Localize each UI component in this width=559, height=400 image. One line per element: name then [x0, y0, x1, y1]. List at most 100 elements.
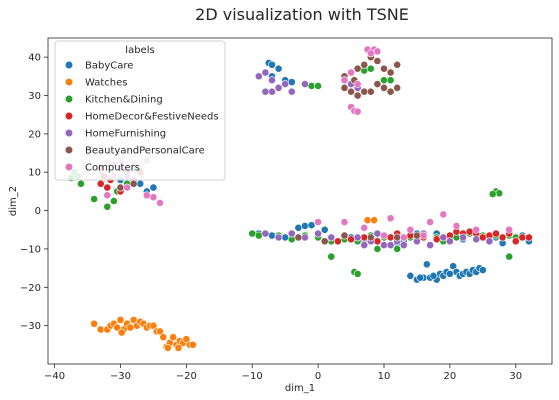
- data-point: [422, 260, 431, 269]
- data-point: [353, 91, 362, 100]
- data-point: [393, 233, 402, 242]
- x-tick-label: 20: [444, 371, 457, 382]
- series-beautyandpersonalcare: [116, 53, 421, 246]
- data-point: [261, 87, 270, 96]
- data-point: [268, 87, 276, 96]
- data-point: [307, 221, 316, 230]
- data-point: [96, 325, 105, 334]
- data-point: [254, 72, 263, 81]
- data-point: [505, 225, 514, 234]
- data-point: [525, 233, 533, 242]
- x-tick-label: −40: [44, 371, 65, 382]
- data-point: [360, 233, 369, 242]
- data-point: [413, 231, 421, 240]
- data-point: [320, 237, 329, 246]
- y-tick-label: 20: [28, 129, 41, 140]
- data-point: [373, 47, 382, 56]
- data-point: [380, 76, 388, 85]
- plot-frame: [47, 37, 553, 365]
- legend-label: Watches: [85, 78, 128, 89]
- legend-label: BeautyandPersonalCare: [85, 146, 205, 157]
- data-point: [478, 233, 487, 242]
- data-point: [386, 241, 395, 250]
- y-tick-label: 10: [28, 168, 41, 179]
- data-point: [366, 87, 375, 96]
- data-point: [136, 179, 145, 188]
- data-point: [386, 76, 395, 85]
- x-tick-label: 30: [509, 371, 522, 382]
- y-axis-label: dim_2: [8, 186, 19, 216]
- data-point: [498, 233, 507, 242]
- data-point: [314, 82, 323, 90]
- data-point: [439, 233, 448, 242]
- data-point: [116, 183, 125, 192]
- data-point: [399, 233, 408, 242]
- data-point: [426, 241, 435, 250]
- x-tick-label: −10: [242, 371, 263, 382]
- y-tick-label: −30: [20, 321, 41, 332]
- data-point: [472, 225, 481, 234]
- data-point: [386, 68, 395, 77]
- data-point: [488, 190, 497, 198]
- legend-title: labels: [125, 45, 154, 56]
- data-point: [495, 189, 504, 198]
- data-point: [360, 241, 369, 250]
- data-point: [353, 107, 362, 116]
- data-point: [123, 183, 131, 192]
- data-point: [406, 225, 415, 234]
- data-point: [366, 233, 375, 242]
- data-point: [426, 218, 435, 226]
- legend-box: [54, 40, 226, 181]
- data-point: [340, 83, 349, 92]
- data-point: [254, 231, 263, 240]
- x-tick-label: 0: [315, 371, 321, 382]
- data-point: [445, 269, 454, 278]
- data-point: [287, 78, 296, 87]
- data-point: [363, 216, 372, 225]
- data-point: [472, 235, 481, 244]
- legend: labels BabyCare Watches Kitchen&Dining HomeD…: [54, 40, 226, 181]
- data-point: [149, 321, 158, 330]
- data-point: [459, 233, 467, 242]
- data-point: [268, 76, 276, 85]
- y-tick-label: 40: [28, 53, 41, 64]
- data-point: [492, 229, 500, 238]
- data-point: [416, 273, 425, 282]
- data-point: [333, 237, 342, 246]
- data-point: [505, 252, 514, 261]
- legend-marker: [64, 162, 74, 172]
- data-point: [294, 233, 303, 242]
- data-point: [465, 227, 474, 236]
- data-point: [248, 229, 257, 238]
- data-point: [294, 223, 303, 232]
- x-tick-label: −20: [176, 371, 197, 382]
- data-point: [360, 223, 369, 232]
- data-point: [314, 229, 323, 238]
- data-point: [182, 335, 191, 343]
- data-point: [268, 60, 276, 69]
- data-point: [386, 87, 395, 96]
- legend-marker: [64, 111, 74, 121]
- data-point: [373, 80, 382, 88]
- data-point: [109, 197, 118, 205]
- legend-label: Computers: [85, 163, 140, 174]
- data-point: [103, 183, 112, 192]
- data-point: [169, 333, 178, 342]
- data-point: [149, 193, 158, 202]
- y-tick-label: −20: [20, 283, 41, 294]
- data-point: [103, 191, 112, 200]
- legend-label: HomeDecor&FestiveNeeds: [85, 112, 219, 123]
- data-point: [77, 179, 85, 188]
- data-point: [126, 323, 135, 332]
- data-point: [347, 68, 355, 77]
- data-point: [373, 237, 382, 246]
- data-point: [449, 262, 458, 271]
- data-point: [485, 237, 494, 246]
- data-point: [366, 64, 375, 73]
- legend-marker: [64, 77, 74, 87]
- data-point: [373, 229, 382, 238]
- y-tick-label: −10: [20, 244, 41, 255]
- legend-label: BabyCare: [85, 61, 133, 72]
- data-point: [90, 195, 99, 203]
